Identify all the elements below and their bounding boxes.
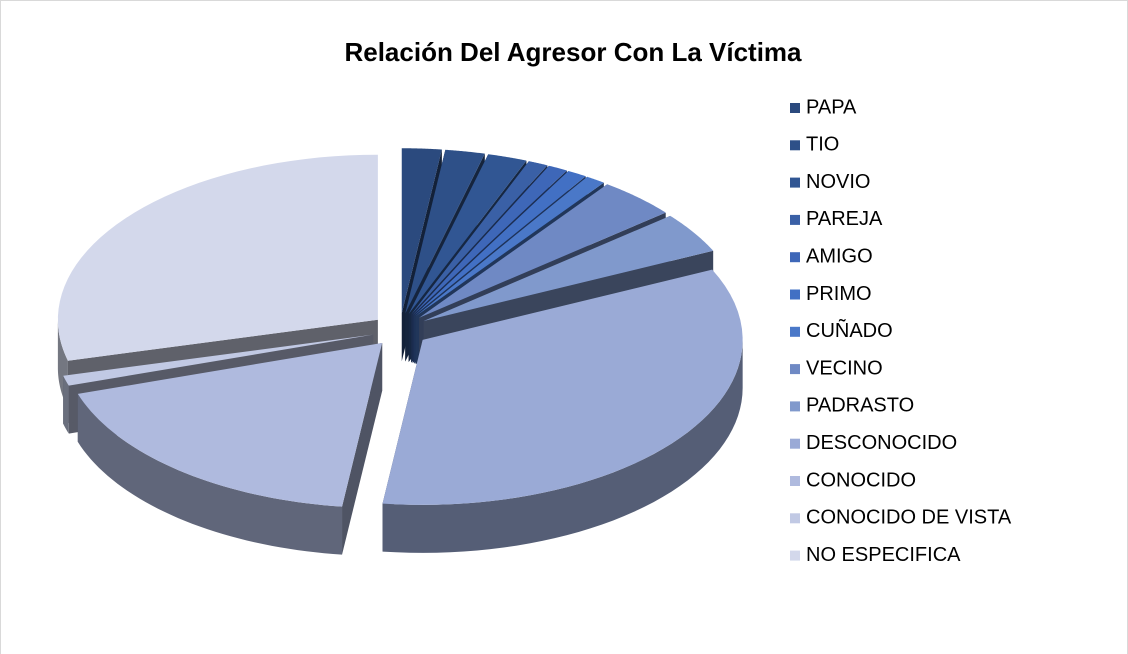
slice-side [382, 339, 743, 553]
legend-swatch [790, 401, 800, 412]
legend-label: NOVIO [806, 171, 870, 193]
legend-swatch [790, 550, 800, 561]
slice-wall [342, 342, 383, 555]
slice-top [414, 170, 586, 316]
legend-swatch [790, 289, 800, 300]
slice [77, 342, 383, 555]
legend-swatch [790, 513, 800, 524]
legend-swatch [790, 103, 800, 113]
legend-swatch [790, 214, 800, 225]
chart-title: Relación Del Agresor Con La Víctima [344, 37, 802, 67]
slice-side [63, 375, 69, 434]
legend-label: CONOCIDO DE VISTA [806, 507, 1012, 529]
slice-top [423, 215, 714, 321]
slice-top [77, 342, 383, 507]
legend-swatch [790, 438, 800, 449]
legend-label: PAPA [806, 96, 857, 118]
slice-side [77, 393, 343, 555]
legend-label: DESCONOCIDO [806, 432, 957, 454]
legend-label: CONOCIDO [806, 469, 916, 491]
slice-top [419, 184, 666, 318]
slice-top [415, 176, 604, 317]
legend-label: PAREJA [806, 208, 883, 230]
legend-label: CUÑADO [806, 318, 893, 342]
legend-label: VECINO [806, 357, 883, 379]
legend-swatch [790, 326, 800, 337]
legend-swatch [790, 364, 800, 375]
legend-label: PRIMO [806, 283, 872, 305]
legend-swatch [790, 140, 800, 151]
slice-top [405, 149, 485, 314]
legend-label: NO ESPECIFICA [806, 544, 961, 566]
slice-top [57, 154, 378, 361]
legend-label: TIO [806, 134, 839, 156]
legend-swatch [790, 252, 800, 263]
legend-swatch [790, 177, 800, 188]
legend-label: PADRASTO [806, 395, 914, 417]
slice-top [382, 269, 743, 505]
slice [382, 269, 743, 553]
slice-top [411, 161, 548, 315]
legend-swatch [790, 476, 800, 486]
slice-top [63, 334, 374, 386]
legend-label: AMIGO [806, 245, 873, 267]
slice-top [401, 148, 442, 314]
slice-top [412, 165, 567, 316]
slice-top [408, 154, 527, 315]
